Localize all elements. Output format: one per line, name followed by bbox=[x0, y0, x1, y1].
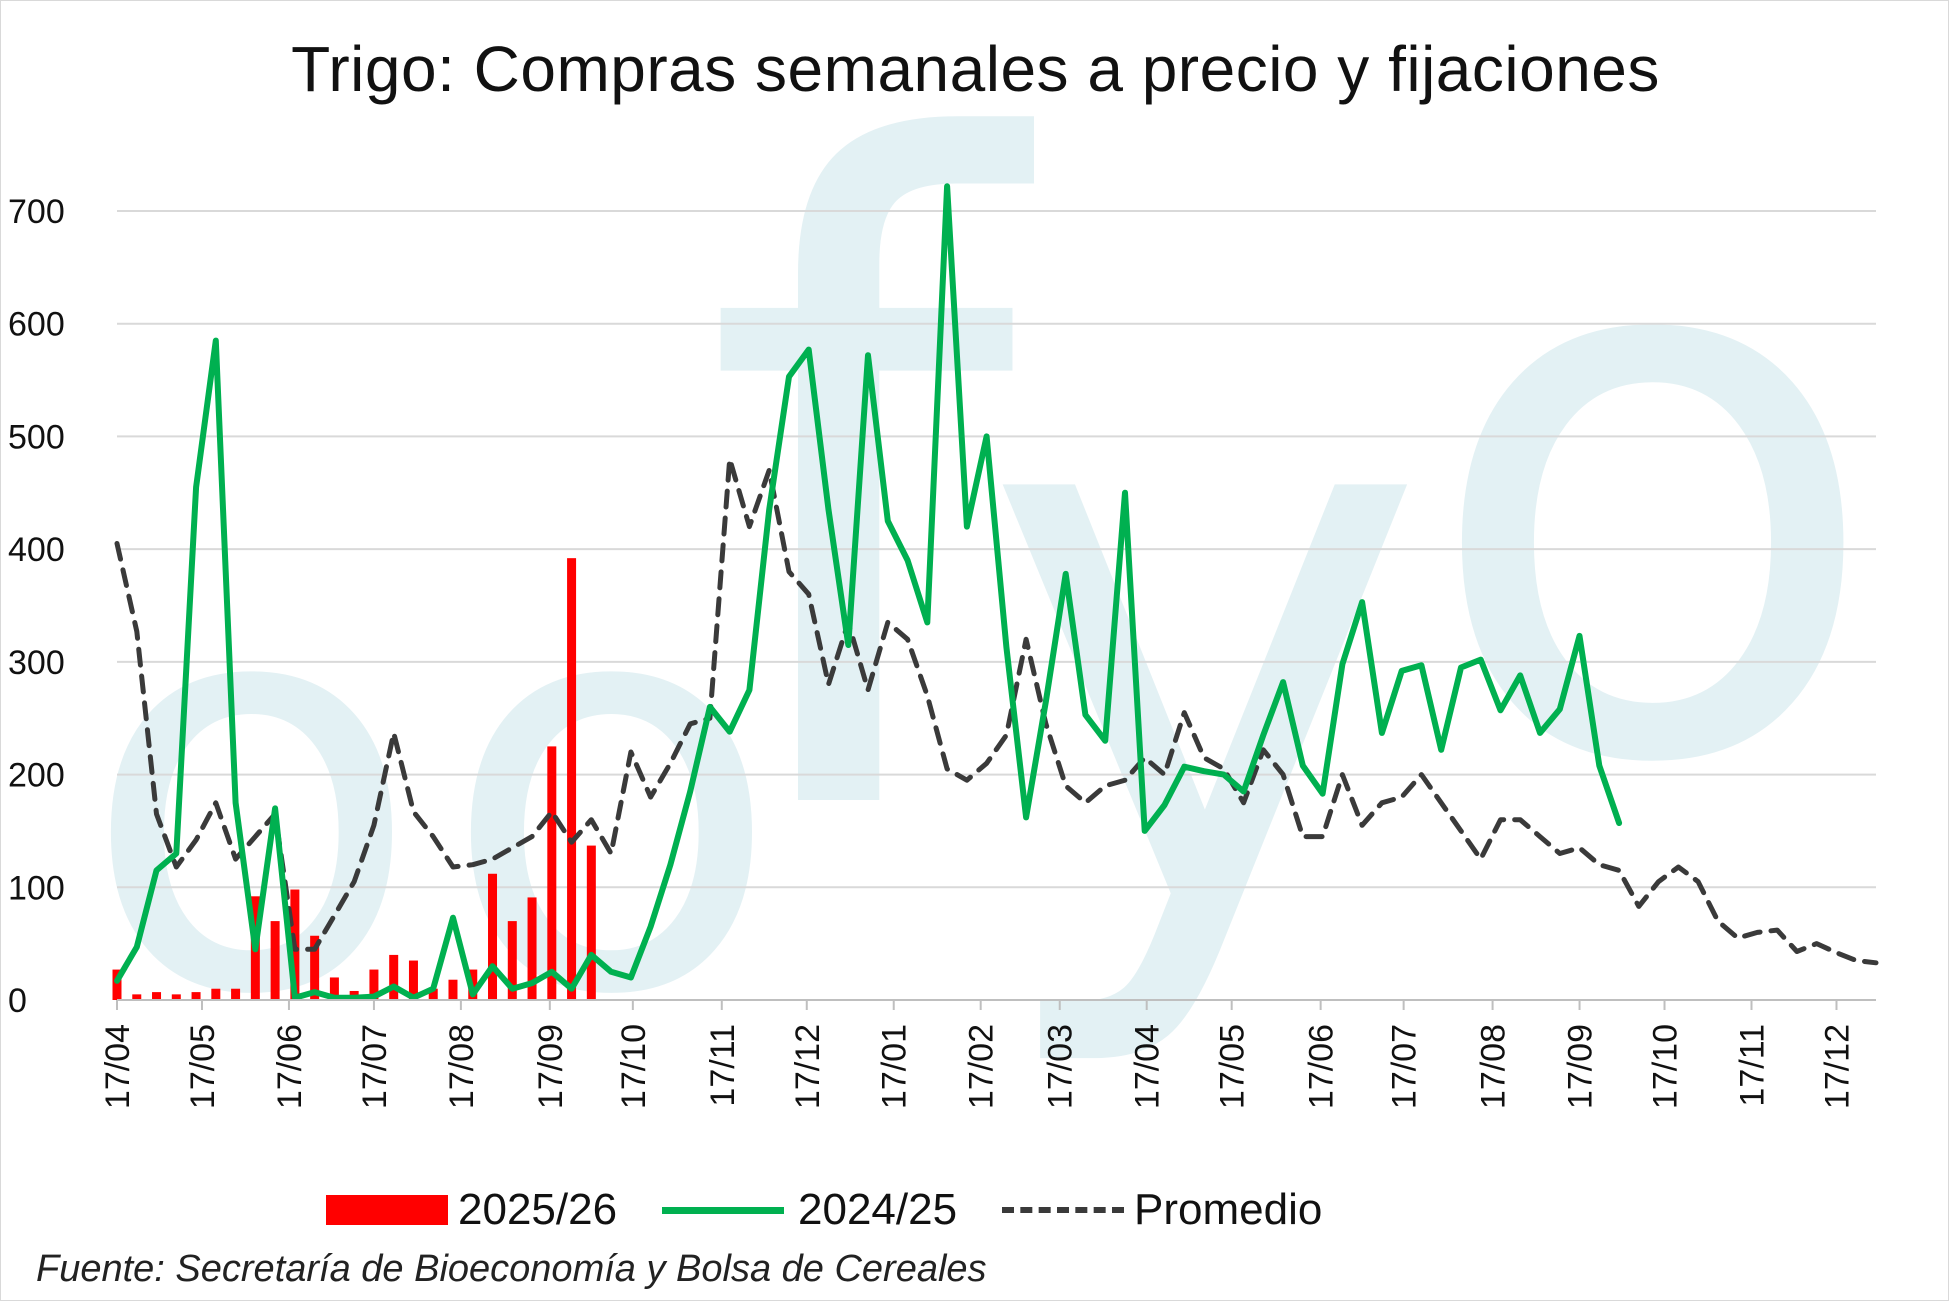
y-tick-label: 600 bbox=[8, 306, 65, 344]
bar-2025-26 bbox=[408, 960, 418, 1000]
x-tick-label: 17/11 bbox=[1733, 1024, 1771, 1107]
x-tick-label: 17/05 bbox=[184, 1024, 222, 1109]
bar-2025-26 bbox=[132, 994, 142, 1000]
y-tick-label: 300 bbox=[8, 644, 65, 682]
legend-item-promedio: Promedio bbox=[1002, 1185, 1322, 1235]
bar-2025-26 bbox=[152, 992, 162, 1000]
bar-2025-26 bbox=[428, 988, 438, 1000]
bar-2025-26 bbox=[527, 897, 537, 1000]
x-tick-label: 17/10 bbox=[1647, 1024, 1685, 1109]
x-tick-label: 17/04 bbox=[99, 1024, 137, 1109]
bar-2025-26 bbox=[369, 969, 379, 1000]
watermark-letter-o2: o bbox=[440, 466, 783, 1118]
x-tick-label: 17/03 bbox=[1042, 1024, 1080, 1109]
legend-item-2025-26: 2025/26 bbox=[326, 1185, 617, 1235]
x-tick-label: 17/08 bbox=[443, 1024, 481, 1109]
source-note: Fuente: Secretaría de Bioeconomía y Bols… bbox=[36, 1248, 987, 1290]
legend-label-promedio: Promedio bbox=[1134, 1185, 1323, 1234]
bar-2025-26 bbox=[507, 921, 517, 1000]
bar-2025-26 bbox=[310, 935, 320, 1000]
bar-2025-26 bbox=[567, 558, 577, 1000]
y-tick-label: 200 bbox=[8, 757, 65, 795]
x-tick-label: 17/09 bbox=[1562, 1024, 1600, 1109]
x-tick-label: 17/08 bbox=[1475, 1024, 1513, 1109]
y-tick-label: 700 bbox=[8, 193, 65, 231]
x-tick-label: 17/07 bbox=[356, 1024, 394, 1109]
watermark-letter-o3: o bbox=[1420, 46, 1885, 930]
x-tick-label: 17/04 bbox=[1129, 1024, 1167, 1109]
x-axis: 17/04 17/05 17/06 17/07 17/08 17/09 17/10 17/11… bbox=[99, 999, 1876, 1109]
x-tick-label: 17/12 bbox=[1818, 1024, 1856, 1109]
x-tick-label: 17/09 bbox=[532, 1024, 570, 1109]
series-lines bbox=[114, 183, 1879, 1001]
y-tick-label: 500 bbox=[8, 418, 65, 456]
watermark-logo: o o f y o bbox=[80, 0, 1885, 1118]
watermark-letter-o: o bbox=[80, 466, 423, 1118]
legend-label-2024-25: 2024/25 bbox=[798, 1185, 958, 1234]
x-tick-label: 17/10 bbox=[615, 1024, 653, 1109]
bar-2025-26 bbox=[488, 873, 498, 1000]
legend-item-2024-25: 2024/25 bbox=[662, 1185, 957, 1235]
x-tick-label: 17/01 bbox=[876, 1024, 914, 1109]
y-tick-label: 0 bbox=[8, 982, 27, 1020]
bar-2025-26 bbox=[329, 977, 339, 1000]
legend-swatch-green-line bbox=[662, 1206, 784, 1214]
x-tick-label: 17/05 bbox=[1214, 1024, 1252, 1109]
x-tick-label: 17/11 bbox=[704, 1024, 742, 1107]
bar-2025-26 bbox=[171, 994, 181, 1000]
bar-2025-26 bbox=[586, 845, 596, 1000]
bar-2025-26 bbox=[547, 746, 557, 1000]
bar-2025-26 bbox=[448, 979, 458, 1000]
series-promedio-line bbox=[114, 456, 1879, 966]
x-tick-label: 17/02 bbox=[963, 1024, 1001, 1109]
y-tick-label: 100 bbox=[8, 869, 65, 907]
chart-title: Trigo: Compras semanales a precio y fija… bbox=[291, 33, 1660, 105]
legend-swatch-bars bbox=[326, 1195, 448, 1225]
bar-2025-26 bbox=[270, 921, 280, 1000]
x-tick-label: 17/06 bbox=[271, 1024, 309, 1109]
watermark-letter-y: y bbox=[980, 196, 1430, 1080]
bar-2025-26 bbox=[231, 988, 241, 1000]
bar-2025-26 bbox=[191, 992, 201, 1000]
x-tick-label: 17/12 bbox=[789, 1024, 827, 1109]
legend-label-2025-26: 2025/26 bbox=[458, 1185, 618, 1234]
legend-swatch-dashed-line bbox=[1002, 1207, 1124, 1213]
bar-2025-26 bbox=[211, 988, 221, 1000]
x-tick-label: 17/06 bbox=[1303, 1024, 1341, 1109]
y-axis-ticks: 0 100 200 300 400 500 600 700 bbox=[8, 193, 65, 1020]
series-2024-25-line bbox=[114, 183, 1623, 1001]
bar-2025-26 bbox=[112, 969, 122, 1000]
bar-2025-26 bbox=[389, 954, 399, 1000]
y-tick-label: 400 bbox=[8, 531, 65, 569]
x-tick-label: 17/07 bbox=[1386, 1024, 1424, 1109]
